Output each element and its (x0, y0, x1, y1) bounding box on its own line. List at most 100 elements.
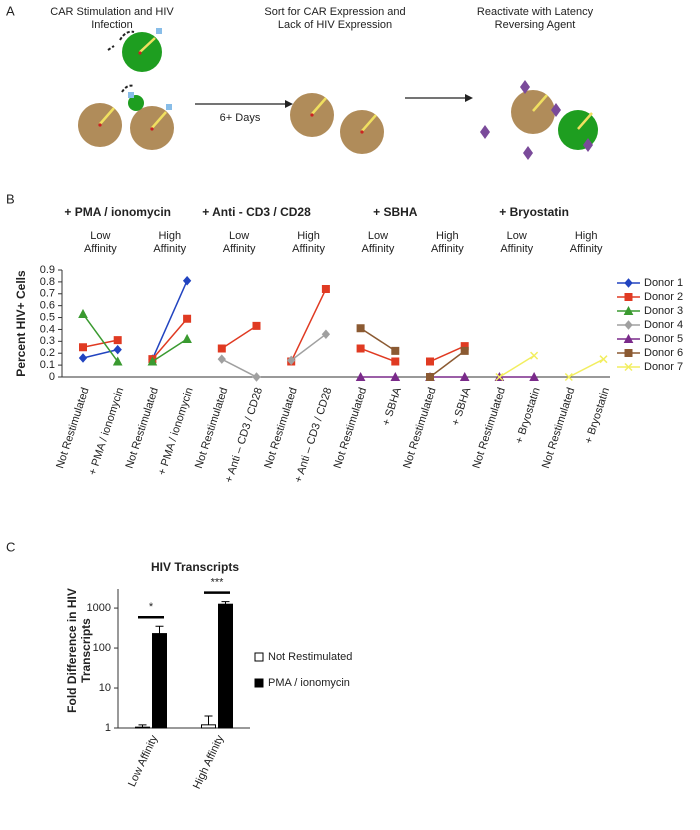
panel-label: B (6, 191, 15, 206)
marker (287, 355, 296, 366)
x-tick-label: Not Restimulated (471, 386, 508, 470)
x-tick-label: + Anti – CD3 / CD28 (292, 386, 334, 484)
x-tick-label: High Affinity (191, 733, 227, 791)
x-tick-label: Not Restimulated (540, 386, 577, 470)
x-tick-label: + PMA / ionomycin (156, 386, 196, 477)
group-title: + PMA / ionomycin (64, 205, 171, 219)
marker (355, 371, 366, 381)
marker (530, 351, 539, 360)
marker (495, 372, 504, 382)
bar (201, 724, 216, 729)
legend-label: Donor 3 (644, 305, 683, 317)
chart-title: HIV Transcripts (151, 560, 239, 574)
marker (182, 333, 192, 343)
subgroup-label: High Affinity (153, 230, 186, 255)
y-tick-label: 0.7 (40, 288, 55, 300)
error-bar (138, 724, 147, 728)
marker (113, 336, 122, 345)
legend-label: Not Restimulated (268, 651, 352, 663)
x-tick-label: + PMA / ionomycin (87, 386, 127, 477)
error-bar (204, 715, 213, 725)
arrow (405, 94, 473, 102)
line-segment (290, 288, 327, 362)
legend-swatch (254, 652, 264, 662)
bar (152, 633, 167, 729)
x-tick-label: + SBHA (380, 385, 404, 427)
marker (321, 329, 331, 339)
marker (112, 356, 123, 366)
x-tick-label: Not Restimulated (401, 386, 438, 470)
y-axis-label: Percent HIV+ Cells (14, 270, 28, 377)
marker (529, 371, 539, 381)
x-tick-label: + Anti – CD3 / CD28 (223, 386, 265, 484)
line-segment (151, 280, 188, 360)
y-tick-label: 100 (93, 642, 111, 654)
marker (321, 285, 330, 294)
cells-reactivated (480, 80, 598, 160)
step-title: CAR Stimulation and HIV Infection (50, 6, 174, 31)
legend-marker (624, 362, 633, 372)
marker (147, 356, 158, 366)
line-segment (151, 318, 188, 360)
line-segment (360, 347, 396, 363)
marker (79, 343, 87, 352)
subgroup-label: Low Affinity (500, 230, 533, 255)
legend-swatch (254, 678, 264, 688)
step-title: Reactivate with Latency Reversing Agent (477, 6, 594, 31)
step-title: Sort for CAR Expression and Lack of HIV E… (264, 6, 405, 31)
bar (135, 726, 150, 729)
cells-sorted (290, 93, 384, 154)
annotation: * (149, 601, 154, 613)
line-segment (360, 327, 396, 352)
marker (391, 357, 400, 366)
y-tick-label: 1000 (87, 602, 111, 614)
subgroup-label: Low Affinity (84, 230, 117, 255)
marker (356, 324, 365, 333)
group-title: + Bryostatin (499, 205, 569, 219)
bar (218, 603, 233, 729)
x-tick-label: + SBHA (450, 385, 474, 427)
legend-marker (624, 320, 633, 330)
legend-label: Donor 7 (644, 361, 683, 373)
line-segment (151, 338, 188, 363)
line-segment (568, 358, 604, 378)
line-segment (221, 358, 257, 378)
marker (564, 372, 573, 382)
subgroup-label: High Affinity (431, 230, 464, 255)
legend-label: Donor 4 (644, 319, 683, 331)
legend-marker (624, 293, 633, 301)
error-bar (155, 625, 164, 634)
marker (459, 371, 470, 381)
line-segment (499, 354, 535, 378)
y-tick-label: 0 (49, 371, 55, 383)
marker (356, 344, 365, 353)
y-tick-label: 0.4 (40, 323, 55, 335)
line-segment (290, 333, 327, 361)
line-segment (82, 313, 119, 362)
marker (426, 357, 434, 366)
y-tick-label: 0.6 (40, 300, 55, 312)
annotation: *** (211, 577, 225, 589)
x-tick-label: Not Restimulated (124, 386, 161, 470)
marker (252, 321, 261, 330)
legend-marker (623, 305, 634, 315)
legend-label: Donor 2 (644, 291, 683, 303)
arrow-label: 6+ Days (220, 112, 261, 124)
y-tick-label: 0.1 (40, 359, 55, 371)
y-tick-label: 10 (99, 682, 111, 694)
line-segment (429, 345, 466, 363)
legend-label: Donor 1 (644, 277, 683, 289)
marker (183, 314, 192, 323)
subgroup-label: Low Affinity (223, 230, 256, 255)
legend-label: Donor 6 (644, 347, 683, 359)
y-tick-label: 0.8 (40, 276, 55, 288)
arrow (195, 100, 293, 108)
legend-marker (623, 333, 634, 343)
subgroup-label: High Affinity (292, 230, 325, 255)
marker (390, 371, 401, 381)
legend-label: Donor 5 (644, 333, 683, 345)
line-segment (221, 325, 257, 350)
group-title: + SBHA (373, 205, 418, 219)
marker (78, 353, 88, 363)
